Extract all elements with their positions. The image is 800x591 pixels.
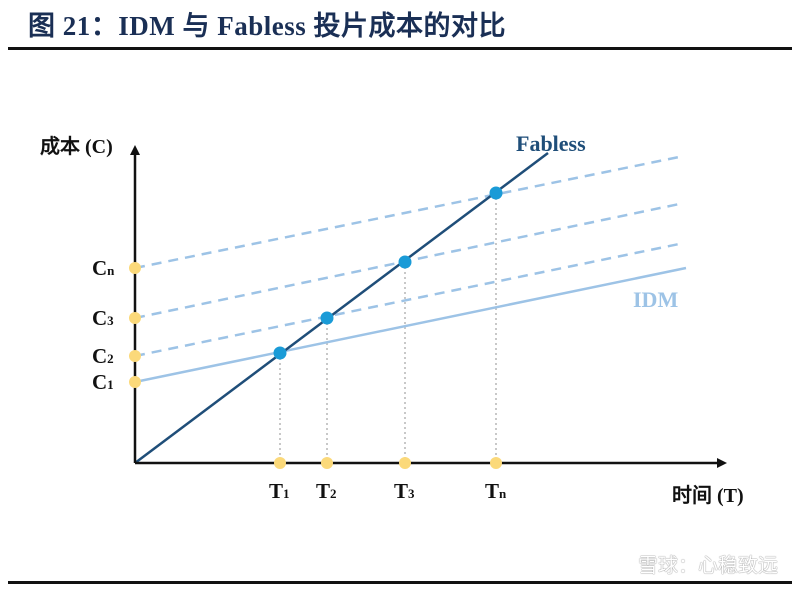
figure-title: 图 21：IDM 与 Fabless 投片成本的对比 [28, 11, 506, 41]
fabless-line [134, 152, 549, 464]
y-tick-label: Cn [92, 256, 115, 280]
y-tick-label: C3 [92, 306, 114, 330]
fabless-series-label: Fabless [516, 131, 586, 156]
idm-series-label: IDM [633, 287, 678, 312]
intersection-point [273, 346, 287, 360]
idm-line [134, 266, 687, 384]
x-tick-label: T1 [269, 479, 290, 503]
y-tick-marker [129, 376, 141, 388]
y-tick-marker [129, 312, 141, 324]
x-tick-marker [399, 457, 411, 469]
intersection-points [273, 186, 503, 360]
x-tick-label: Tn [485, 479, 507, 503]
intersection-point [320, 311, 334, 325]
x-axis-label: 时间 (T) [672, 484, 744, 507]
intersection-point [489, 186, 503, 200]
vertical-guide-lines [279, 193, 497, 463]
y-tick-marker [129, 262, 141, 274]
bottom-divider [8, 581, 792, 584]
dashed-cost-line [134, 241, 685, 358]
top-divider [8, 47, 792, 50]
dashed-cost-line [134, 154, 685, 270]
x-tick-marker [321, 457, 333, 469]
watermark: 雪球：心稳致远 [638, 553, 778, 577]
x-tick-marker [490, 457, 502, 469]
x-axis-markers: T1 T2 T3 Tn [269, 457, 507, 503]
y-tick-label: C1 [92, 370, 114, 394]
y-axis-label: 成本 (C) [40, 134, 113, 158]
x-tick-marker [274, 457, 286, 469]
x-tick-label: T2 [316, 479, 337, 503]
x-tick-label: T3 [394, 479, 415, 503]
y-tick-marker [129, 350, 141, 362]
y-tick-label: C2 [92, 344, 114, 368]
intersection-point [398, 255, 412, 269]
